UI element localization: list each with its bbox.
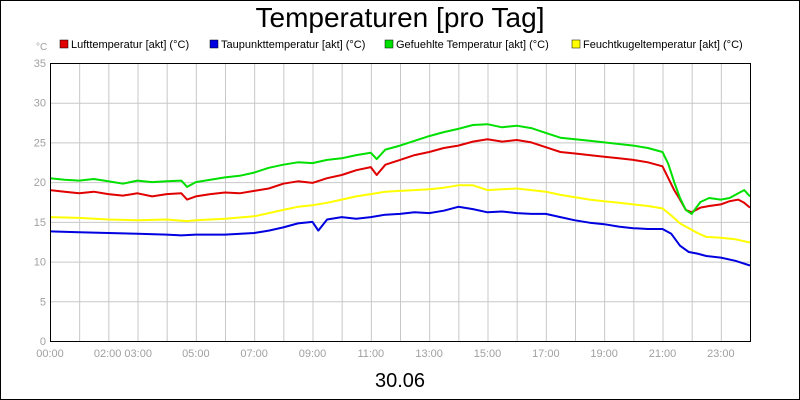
grid-lines — [50, 63, 750, 341]
x-tick-label: 13:00 — [415, 348, 443, 360]
x-tick-label: 02:00 03:00 — [94, 348, 152, 360]
legend-swatch — [209, 39, 219, 49]
y-tick-label: 5 — [40, 296, 46, 308]
series-line — [49, 123, 751, 215]
legend-label: Gefuehlte Temperatur [akt] (°C) — [396, 39, 549, 51]
series-line — [49, 205, 751, 267]
x-tick-label: 23:00 — [707, 348, 735, 360]
x-tick-label: 11:00 — [357, 348, 384, 360]
y-tick-label: 25 — [34, 137, 46, 149]
y-tick-label: 30 — [34, 98, 46, 110]
series-line — [49, 138, 751, 214]
series-line — [49, 184, 751, 244]
y-tick-label: 15 — [34, 217, 46, 229]
plot-area-border — [50, 63, 751, 342]
date-label: 30.06 — [375, 370, 425, 392]
x-axis-ticks: 00:00 02:00 03:00 05:00 07:00 09:00 11:00 13:0… — [36, 348, 734, 360]
x-tick-label: 19:00 — [590, 348, 618, 360]
series-lines — [49, 123, 751, 267]
y-tick-label: 35 — [34, 58, 46, 70]
y-tick-label: 10 — [34, 257, 46, 269]
y-tick-label: 0 — [40, 336, 46, 348]
x-tick-label: 17:00 — [532, 348, 560, 360]
x-tick-label: 09:00 — [299, 348, 327, 360]
legend-label: Feuchtkugeltemperatur [akt] (°C) — [583, 39, 743, 51]
x-tick-label: 00:00 — [36, 348, 64, 360]
y-tick-label: 20 — [34, 177, 46, 189]
x-tick-label: 21:00 — [649, 348, 677, 360]
x-tick-label: 07:00 — [240, 348, 268, 360]
legend-label: Lufttemperatur [akt] (°C) — [71, 39, 189, 51]
legend-swatch — [571, 39, 581, 49]
legend: Lufttemperatur [akt] (°C) Taupunkttempera… — [59, 39, 743, 51]
legend-swatch — [59, 39, 69, 49]
legend-label: Taupunkttemperatur [akt] (°C) — [221, 39, 365, 51]
x-tick-label: 15:00 — [474, 348, 502, 360]
y-axis-unit-label: °C — [36, 42, 47, 53]
legend-swatch — [384, 39, 394, 49]
chart-title: Temperaturen [pro Tag] — [256, 2, 545, 33]
y-axis-ticks: 0 5 10 15 20 25 30 35 — [34, 58, 46, 348]
x-tick-label: 05:00 — [182, 348, 210, 360]
